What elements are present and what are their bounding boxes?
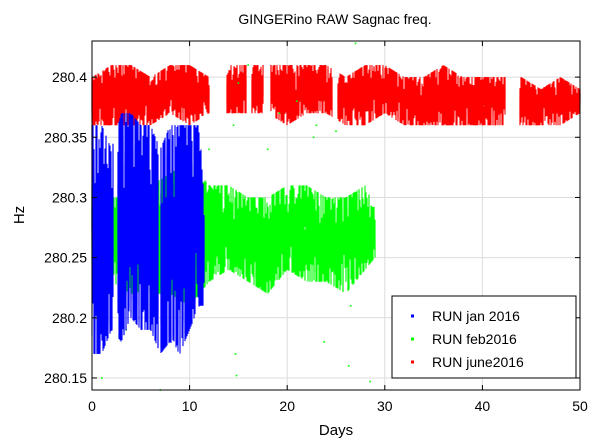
legend: RUN jan 2016 RUN feb2016 RUN june2016 (391, 295, 577, 379)
y-axis-label: Hz (11, 206, 28, 224)
outlier-point (235, 374, 238, 377)
legend-marker (411, 337, 414, 341)
x-tick-label: 10 (182, 398, 198, 414)
outlier-point (278, 112, 281, 115)
outlier-point (347, 365, 350, 367)
ticks: 0 10 20 30 40 50 280.15 280.2 280.25 280.3 280.35 2… (44, 41, 588, 414)
legend-label: RUN jan 2016 (432, 308, 520, 324)
outlier-point (208, 148, 210, 151)
outlier-point (312, 136, 315, 139)
x-tick-label: 50 (572, 398, 588, 414)
x-tick-label: 20 (279, 398, 295, 414)
x-tick-label: 0 (88, 398, 96, 414)
x-tick-label: 40 (475, 398, 491, 414)
y-tick-label: 280.2 (52, 310, 87, 326)
series-0 (91, 113, 205, 354)
outlier-point (354, 42, 357, 45)
y-tick-label: 280.4 (52, 69, 87, 85)
legend-marker (411, 360, 414, 364)
outlier-point (237, 82, 240, 84)
chart-title: GINGERino RAW Sagnac freq. (238, 11, 431, 27)
outlier-point (296, 100, 298, 102)
axes-frame (91, 40, 581, 391)
outlier-point (266, 148, 269, 151)
outlier-point (247, 64, 249, 66)
y-tick-label: 280.15 (44, 370, 87, 386)
y-tick-label: 280.3 (52, 189, 87, 205)
x-axis-label: Days (319, 422, 353, 439)
outlier-point (323, 341, 326, 343)
outlier-point (335, 130, 337, 133)
outlier-point (100, 377, 103, 379)
series-2 (91, 65, 581, 126)
outlier-point (232, 124, 235, 127)
y-tick-label: 280.25 (44, 250, 87, 266)
x-tick-label: 30 (377, 398, 393, 414)
outlier-point (369, 380, 371, 383)
legend-label: RUN june2016 (432, 354, 524, 370)
outlier-point (315, 124, 318, 127)
outlier-point (349, 304, 352, 307)
y-tick-label: 280.35 (44, 129, 87, 145)
data-points (91, 42, 581, 391)
legend-box (391, 295, 577, 379)
legend-label: RUN feb2016 (432, 331, 517, 347)
legend-marker (411, 314, 414, 318)
outlier-point (234, 353, 237, 355)
